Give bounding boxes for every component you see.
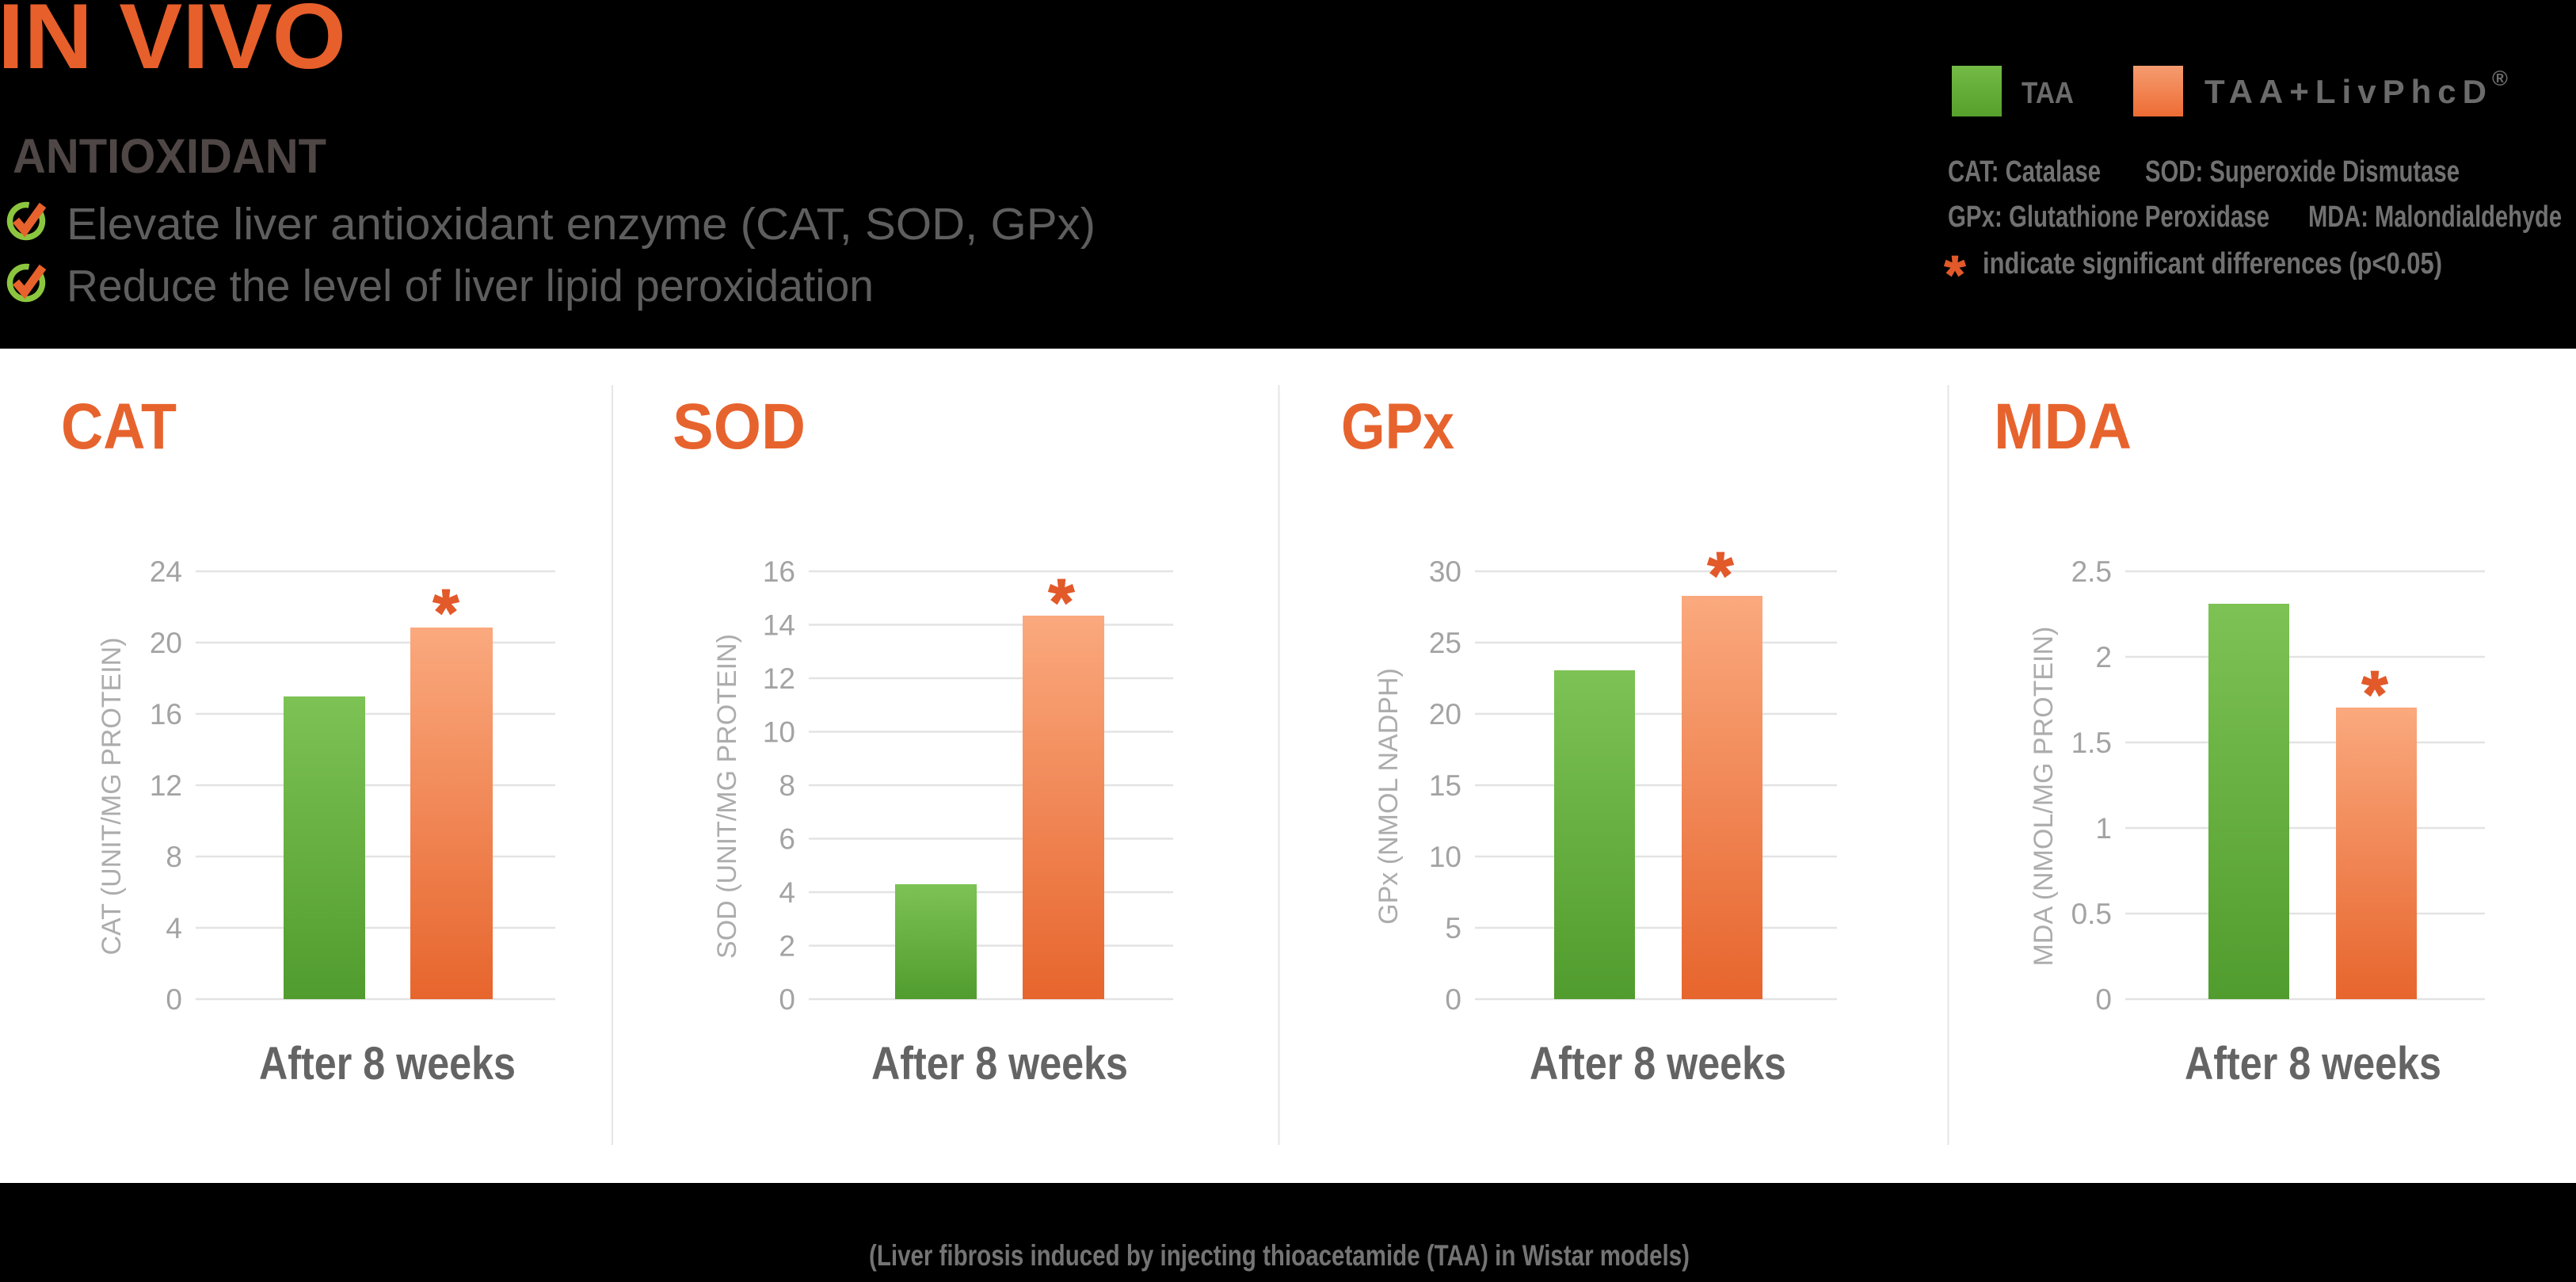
svg-text:2.5: 2.5 (2071, 555, 2112, 588)
svg-text:TAA+LivPhcD: TAA+LivPhcD (2204, 73, 2486, 110)
svg-text:(Liver fibrosis induced by inj: (Liver fibrosis induced by injecting thi… (869, 1239, 1690, 1272)
svg-text:MDA: Malondialdehyde: MDA: Malondialdehyde (2308, 200, 2562, 234)
svg-text:SOD: SOD (673, 391, 806, 463)
svg-text:IN VIVO: IN VIVO (0, 0, 346, 88)
svg-text:20: 20 (150, 627, 182, 659)
svg-text:6: 6 (779, 823, 795, 856)
svg-text:14: 14 (763, 609, 795, 642)
svg-text:®: ® (2492, 67, 2508, 90)
svg-text:GPx: GPx (1341, 391, 1454, 463)
svg-text:0: 0 (2095, 983, 2112, 1016)
svg-text:SOD (UNIT/MG PROTEIN): SOD (UNIT/MG PROTEIN) (712, 634, 742, 959)
svg-text:12: 12 (763, 662, 795, 695)
svg-text:SOD: Superoxide Dismutase: SOD: Superoxide Dismutase (2145, 155, 2460, 189)
svg-text:0: 0 (779, 983, 795, 1016)
svg-text:0: 0 (1445, 983, 1461, 1016)
svg-text:15: 15 (1429, 769, 1461, 802)
svg-text:MDA: MDA (1994, 391, 2132, 463)
svg-text:4: 4 (779, 876, 795, 909)
svg-text:GPx (NMOL NADPH): GPx (NMOL NADPH) (1374, 668, 1404, 925)
svg-text:24: 24 (150, 555, 182, 588)
svg-text:0.5: 0.5 (2071, 898, 2112, 930)
svg-text:indicate significant differenc: indicate significant differences (p<0.05… (1983, 247, 2442, 280)
svg-text:20: 20 (1429, 698, 1461, 731)
svg-text:8: 8 (779, 769, 795, 802)
svg-text:1.5: 1.5 (2071, 727, 2112, 759)
svg-text:16: 16 (150, 698, 182, 731)
svg-text:5: 5 (1445, 912, 1461, 944)
svg-text:MDA (NMOL/MG PROTEIN): MDA (NMOL/MG PROTEIN) (2029, 627, 2059, 967)
svg-text:10: 10 (763, 716, 795, 749)
svg-text:10: 10 (1429, 841, 1461, 873)
svg-text:2: 2 (779, 930, 795, 963)
svg-text:Elevate liver antioxidant enzy: Elevate liver antioxidant enzyme (CAT, S… (67, 199, 1096, 250)
svg-text:ANTIOXIDANT: ANTIOXIDANT (13, 129, 326, 183)
svg-text:30: 30 (1429, 555, 1461, 588)
svg-text:CAT (UNIT/MG PROTEIN): CAT (UNIT/MG PROTEIN) (97, 637, 127, 955)
svg-text:4: 4 (166, 912, 182, 944)
svg-text:CAT: CAT (61, 391, 177, 463)
svg-text:After 8 weeks: After 8 weeks (871, 1038, 1128, 1089)
svg-text:After 8 weeks: After 8 weeks (259, 1038, 516, 1089)
svg-text:2: 2 (2095, 641, 2112, 673)
svg-text:1: 1 (2095, 812, 2112, 845)
svg-text:After 8 weeks: After 8 weeks (2185, 1038, 2441, 1089)
svg-text:12: 12 (150, 769, 182, 802)
svg-text:0: 0 (166, 983, 182, 1016)
svg-text:Reduce the level of liver lipi: Reduce the level of liver lipid peroxida… (67, 261, 874, 311)
svg-text:16: 16 (763, 555, 795, 588)
svg-text:After 8 weeks: After 8 weeks (1530, 1038, 1786, 1089)
svg-text:GPx: Glutathione Peroxidase: GPx: Glutathione Peroxidase (1948, 200, 2269, 234)
svg-text:25: 25 (1429, 627, 1461, 659)
svg-text:TAA: TAA (2022, 77, 2074, 110)
svg-text:8: 8 (166, 841, 182, 873)
svg-text:CAT: Catalase: CAT: Catalase (1948, 155, 2101, 189)
